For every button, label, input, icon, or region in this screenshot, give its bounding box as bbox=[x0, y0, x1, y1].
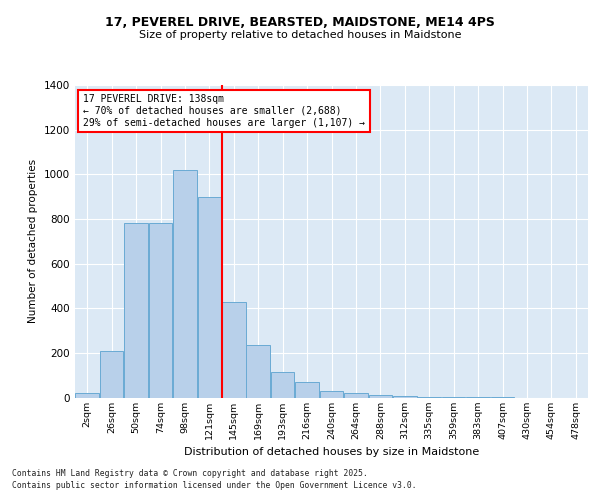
Bar bbox=[418, 397, 441, 398]
Bar bbox=[247, 345, 270, 398]
Text: 17 PEVEREL DRIVE: 138sqm
← 70% of detached houses are smaller (2,688)
29% of sem: 17 PEVEREL DRIVE: 138sqm ← 70% of detach… bbox=[83, 94, 365, 128]
Bar bbox=[100, 350, 124, 398]
Bar bbox=[124, 224, 148, 398]
Bar bbox=[368, 396, 392, 398]
Bar bbox=[173, 170, 197, 398]
Bar bbox=[320, 391, 343, 398]
Bar bbox=[393, 396, 416, 398]
Bar bbox=[197, 196, 221, 398]
Bar bbox=[295, 382, 319, 398]
Y-axis label: Number of detached properties: Number of detached properties bbox=[28, 159, 38, 324]
Bar bbox=[76, 393, 99, 398]
Text: Size of property relative to detached houses in Maidstone: Size of property relative to detached ho… bbox=[139, 30, 461, 40]
X-axis label: Distribution of detached houses by size in Maidstone: Distribution of detached houses by size … bbox=[184, 447, 479, 457]
Bar bbox=[271, 372, 295, 398]
Bar bbox=[344, 393, 368, 398]
Bar bbox=[149, 224, 172, 398]
Bar bbox=[222, 302, 245, 398]
Text: Contains public sector information licensed under the Open Government Licence v3: Contains public sector information licen… bbox=[12, 482, 416, 490]
Text: 17, PEVEREL DRIVE, BEARSTED, MAIDSTONE, ME14 4PS: 17, PEVEREL DRIVE, BEARSTED, MAIDSTONE, … bbox=[105, 16, 495, 29]
Text: Contains HM Land Registry data © Crown copyright and database right 2025.: Contains HM Land Registry data © Crown c… bbox=[12, 470, 368, 478]
